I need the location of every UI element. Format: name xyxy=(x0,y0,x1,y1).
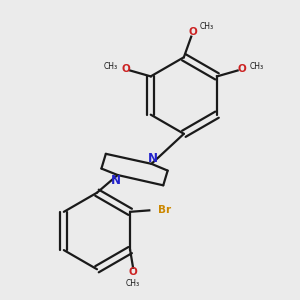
Text: CH₃: CH₃ xyxy=(126,280,140,289)
Text: CH₃: CH₃ xyxy=(200,22,214,31)
Text: Br: Br xyxy=(158,206,171,215)
Text: O: O xyxy=(129,267,137,277)
Text: N: N xyxy=(111,174,121,187)
Text: O: O xyxy=(238,64,246,74)
Text: CH₃: CH₃ xyxy=(250,61,264,70)
Text: O: O xyxy=(121,64,130,74)
Text: O: O xyxy=(188,27,197,37)
Text: N: N xyxy=(148,152,158,165)
Text: CH₃: CH₃ xyxy=(104,61,118,70)
